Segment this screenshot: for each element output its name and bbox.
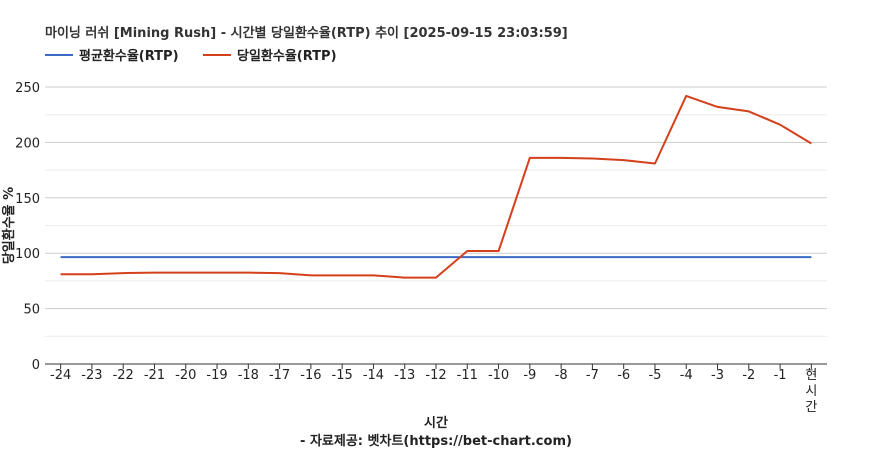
x-tick-label: -8: [555, 368, 568, 383]
y-axis-ticks: 0 50 100 150 200 250: [15, 81, 40, 373]
x-tick-label: -16: [300, 368, 321, 383]
chart-title: 마이닝 러쉬 [Mining Rush] - 시간별 당일환수율(RTP) 추이…: [45, 25, 568, 41]
y-tick-label: 50: [23, 303, 40, 318]
series-lines: [60, 94, 812, 279]
legend-label-1: 평균환수율(RTP): [79, 48, 179, 64]
x-tick-label: -7: [586, 368, 599, 383]
legend-label-2: 당일환수율(RTP): [237, 48, 337, 64]
x-tick-label: -4: [680, 368, 693, 383]
source-credit: - 자료제공: 벳차트(https://bet-chart.com): [300, 433, 572, 449]
y-tick-label: 200: [15, 136, 40, 151]
x-tick-label: -18: [238, 368, 259, 383]
y-tick-label: 0: [32, 358, 40, 373]
grid-lines: [45, 86, 827, 337]
x-tick-label: -20: [175, 368, 196, 383]
x-tick-label: -10: [488, 368, 509, 383]
x-tick-label: -9: [523, 368, 536, 383]
x-tick-label: -13: [394, 368, 415, 383]
x-tick-label: -23: [81, 368, 102, 383]
y-tick-label: 250: [15, 81, 40, 96]
x-tick-label: -5: [648, 368, 661, 383]
y-tick-label: 100: [15, 247, 40, 262]
x-tick-label: -24: [50, 368, 71, 383]
x-tick-label: -21: [144, 368, 165, 383]
x-tick-label: -6: [617, 368, 630, 383]
x-tick-label: -15: [332, 368, 353, 383]
x-tick-label: -2: [742, 368, 755, 383]
x-tick-label: -22: [113, 368, 134, 383]
x-tick-label: -19: [206, 368, 227, 383]
x-tick-label: -14: [363, 368, 384, 383]
x-tick-label: -11: [457, 368, 478, 383]
series-line-2: [60, 94, 812, 279]
legend: 평균환수율(RTP) 당일환수율(RTP): [45, 48, 337, 64]
y-tick-label: 150: [15, 192, 40, 207]
y-axis-title: 당일환수율 %: [1, 187, 17, 264]
x-tick-label: -3: [711, 368, 724, 383]
x-axis-title: 시간: [424, 415, 448, 431]
x-tick-label: -17: [269, 368, 290, 383]
x-axis-ticks: -24 -23 -22 -21 -20 -19 -18 -17 -16 -15 -14 -13 -12-…: [50, 364, 817, 415]
x-tick-label: -12: [425, 368, 446, 383]
x-tick-label: -1: [774, 368, 787, 383]
